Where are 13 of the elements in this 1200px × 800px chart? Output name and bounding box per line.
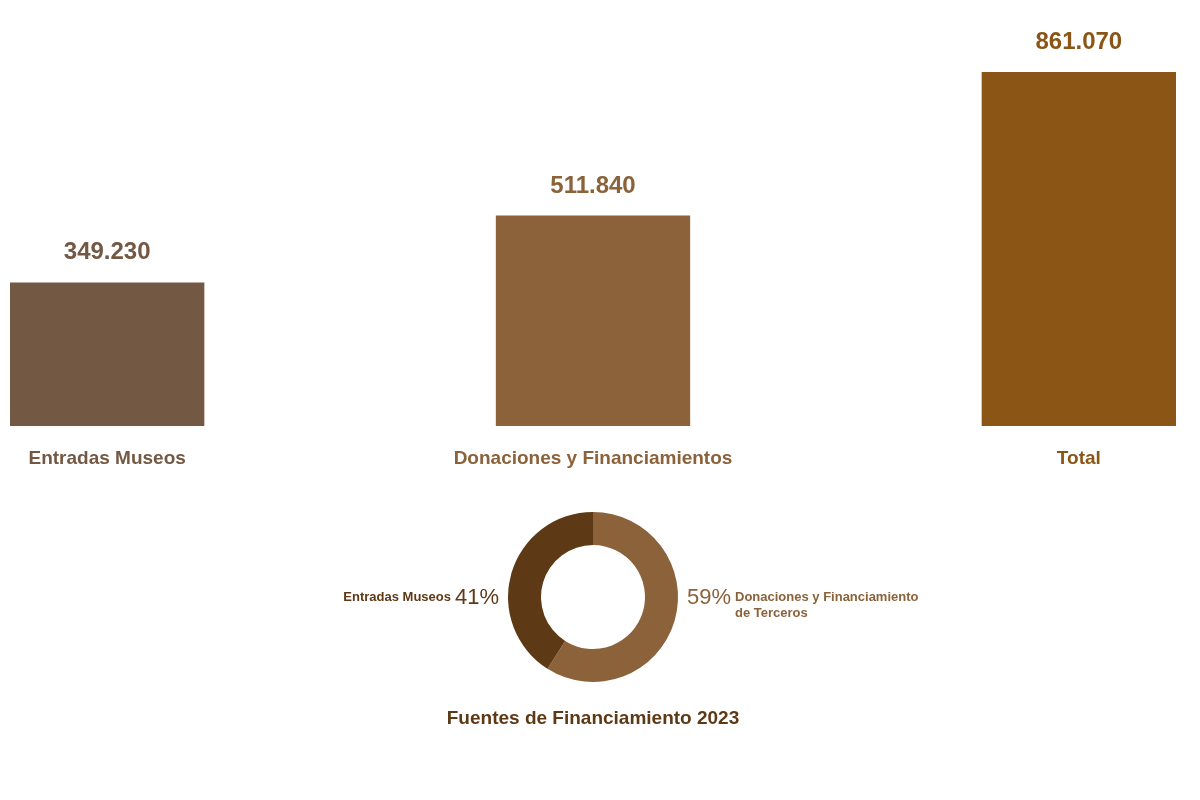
text: Fuentes de Financiamiento 2023 <box>446 707 740 728</box>
data-label: 511.840 <box>550 170 636 198</box>
data-label: 349.230 <box>63 237 151 265</box>
data-label: 861.070 <box>1035 27 1123 54</box>
x-tick-label: Entradas Museos <box>28 446 186 468</box>
donut-slice <box>508 512 593 669</box>
x-tick-label: Total <box>1056 446 1101 468</box>
donut-slice <box>547 512 678 682</box>
slice-label: Entradas Museos <box>343 589 451 604</box>
x-tick-label: Donaciones y Financiamientos <box>453 446 733 468</box>
slice-label: Donaciones y Financiamiento de Terceros <box>735 589 919 620</box>
data-label: 41% <box>454 584 499 609</box>
data-label: 59% <box>687 584 732 609</box>
